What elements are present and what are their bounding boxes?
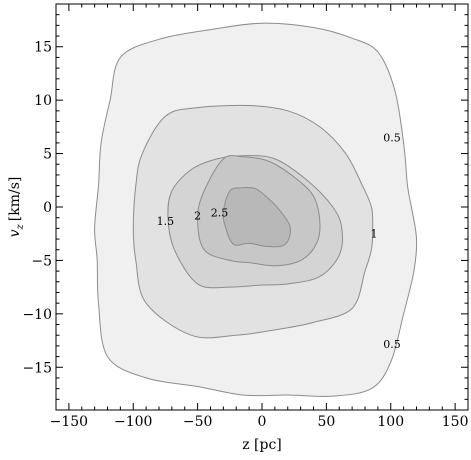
x-tick-label: −50 <box>183 414 213 430</box>
y-tick-label: −15 <box>22 360 52 376</box>
y-tick-label: 5 <box>43 147 52 163</box>
contour-level-2-5 <box>222 186 291 248</box>
contour-label: 1.5 <box>157 215 175 228</box>
y-axis-title-sub: z <box>15 223 26 230</box>
y-tick-label: −5 <box>31 253 52 269</box>
y-axis-title: vz[km/s] <box>7 177 26 238</box>
x-axis-title: z [pc] <box>242 437 282 453</box>
y-tick-label: −10 <box>22 307 52 323</box>
x-tick-label: 100 <box>377 414 404 430</box>
contour-label: 0.5 <box>383 338 401 351</box>
contour-labels: 0.5 0.5 1 1.5 2 2.5 <box>157 132 401 351</box>
y-tick-label: 0 <box>43 200 52 216</box>
x-tick-label: 50 <box>317 414 335 430</box>
y-axis-title-main: v <box>7 229 23 237</box>
x-tick-label: −150 <box>50 414 88 430</box>
y-tick-label: 15 <box>34 40 52 56</box>
x-tick-label: −100 <box>114 414 152 430</box>
y-axis-title-unit: [km/s] <box>7 177 23 222</box>
x-tick-label: 150 <box>442 414 469 430</box>
contour-label: 1 <box>371 228 378 241</box>
contour-label: 2.5 <box>211 206 229 219</box>
x-tick-label: 0 <box>258 414 267 430</box>
contour-label: 0.5 <box>383 132 401 145</box>
y-tick-label: 10 <box>34 93 52 109</box>
contour-label: 2 <box>194 210 201 223</box>
contour-fills <box>94 22 418 397</box>
